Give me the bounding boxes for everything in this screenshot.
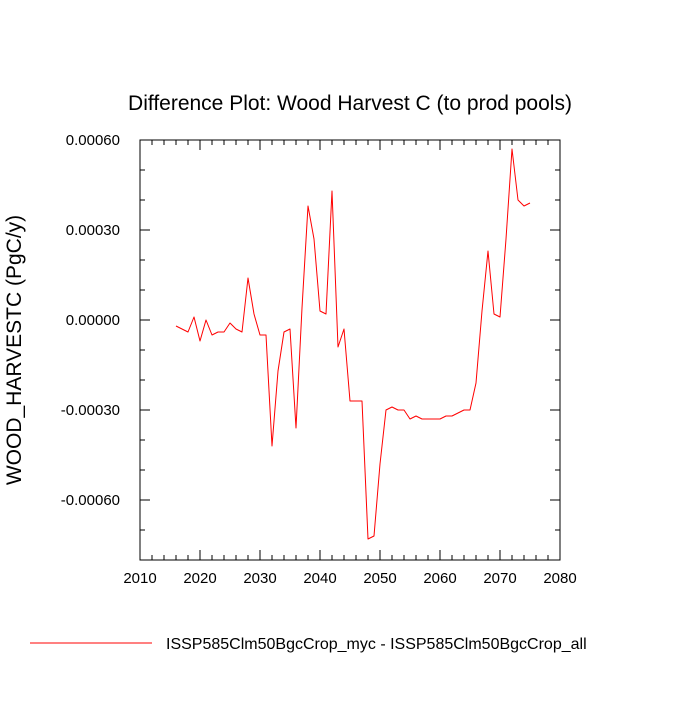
plot-area: 2010 2020 2030 2040 2050 2060 2070 2080 0.00060 0… xyxy=(61,132,577,587)
legend-label: ISSP585Clm50BgcCrop_myc - ISSP585Clm50Bg… xyxy=(166,636,587,653)
plot-frame xyxy=(139,139,561,561)
legend: ISSP585Clm50BgcCrop_myc - ISSP585Clm50Bg… xyxy=(30,636,587,653)
x-tick-label: 2060 xyxy=(423,570,456,587)
series-line xyxy=(175,148,531,540)
x-tick-label: 2010 xyxy=(123,570,156,587)
x-tick-label: 2080 xyxy=(543,570,576,587)
x-tick-label: 2030 xyxy=(243,570,276,587)
x-tick-label: 2040 xyxy=(303,570,336,587)
x-tick-label: 2050 xyxy=(363,570,396,587)
x-tick-label: 2020 xyxy=(183,570,216,587)
chart-title: Difference Plot: Wood Harvest C (to prod… xyxy=(128,92,572,115)
y-tick-label: -0.00060 xyxy=(61,492,120,509)
y-tick-label: 0.00060 xyxy=(66,132,120,149)
y-tick-label: 0.00030 xyxy=(66,222,120,239)
y-axis-label: WOOD_HARVESTC (PgC/y) xyxy=(3,215,26,485)
y-tick-label: -0.00030 xyxy=(61,402,120,419)
x-tick-label: 2070 xyxy=(483,570,516,587)
y-tick-label: 0.00000 xyxy=(66,312,120,329)
